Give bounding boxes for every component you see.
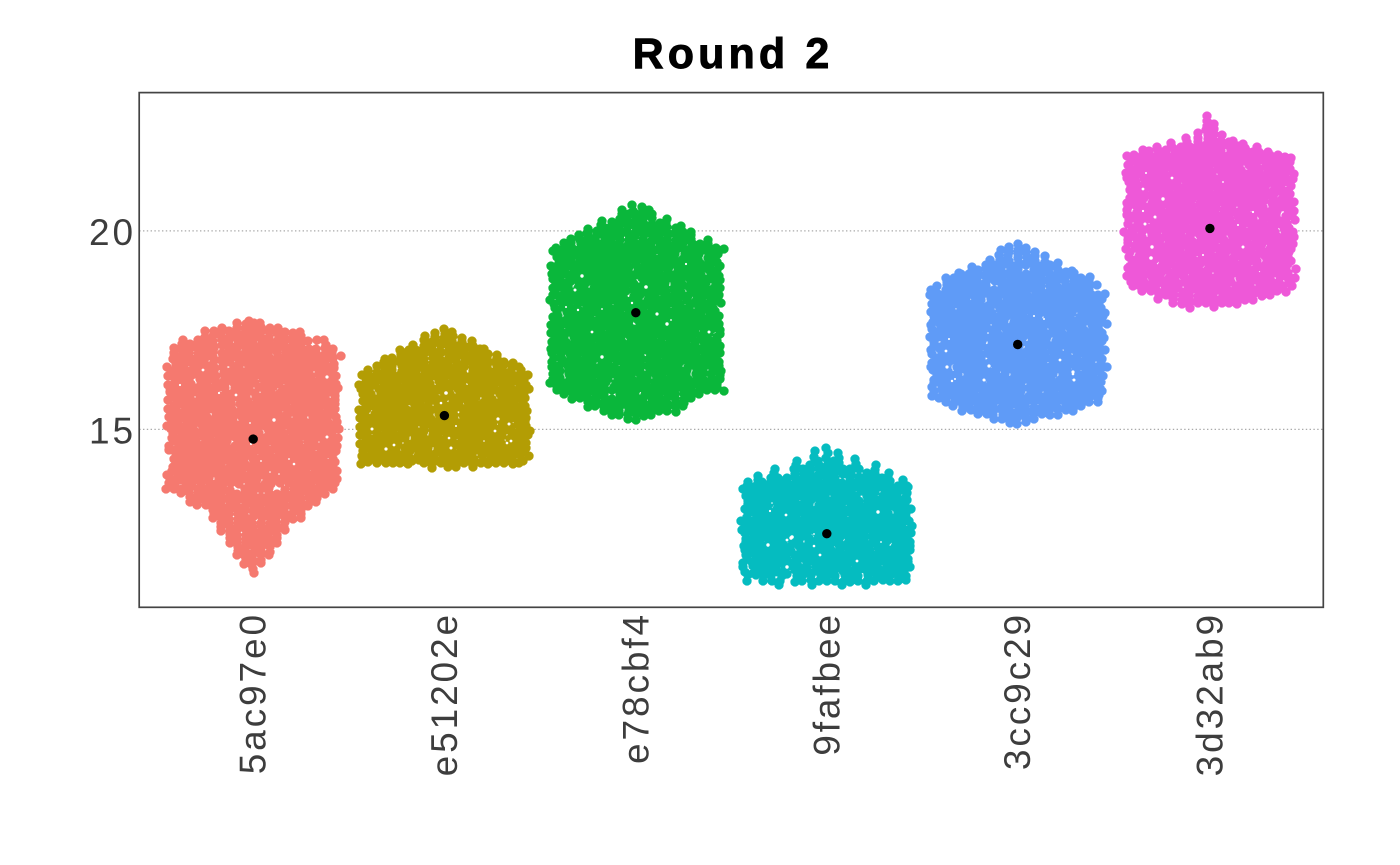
svg-text:Round 2: Round 2: [633, 30, 834, 78]
svg-text:5ac97e0: 5ac97e0: [233, 612, 274, 774]
svg-text:e51202e: e51202e: [424, 612, 465, 776]
svg-text:9fafbee: 9fafbee: [806, 612, 847, 756]
svg-text:3d32ab9: 3d32ab9: [1189, 612, 1230, 776]
svg-text:3cc9c29: 3cc9c29: [997, 612, 1038, 770]
svg-text:e78cbf4: e78cbf4: [615, 612, 656, 764]
svg-text:15: 15: [89, 410, 136, 451]
svg-text:20: 20: [89, 212, 136, 253]
